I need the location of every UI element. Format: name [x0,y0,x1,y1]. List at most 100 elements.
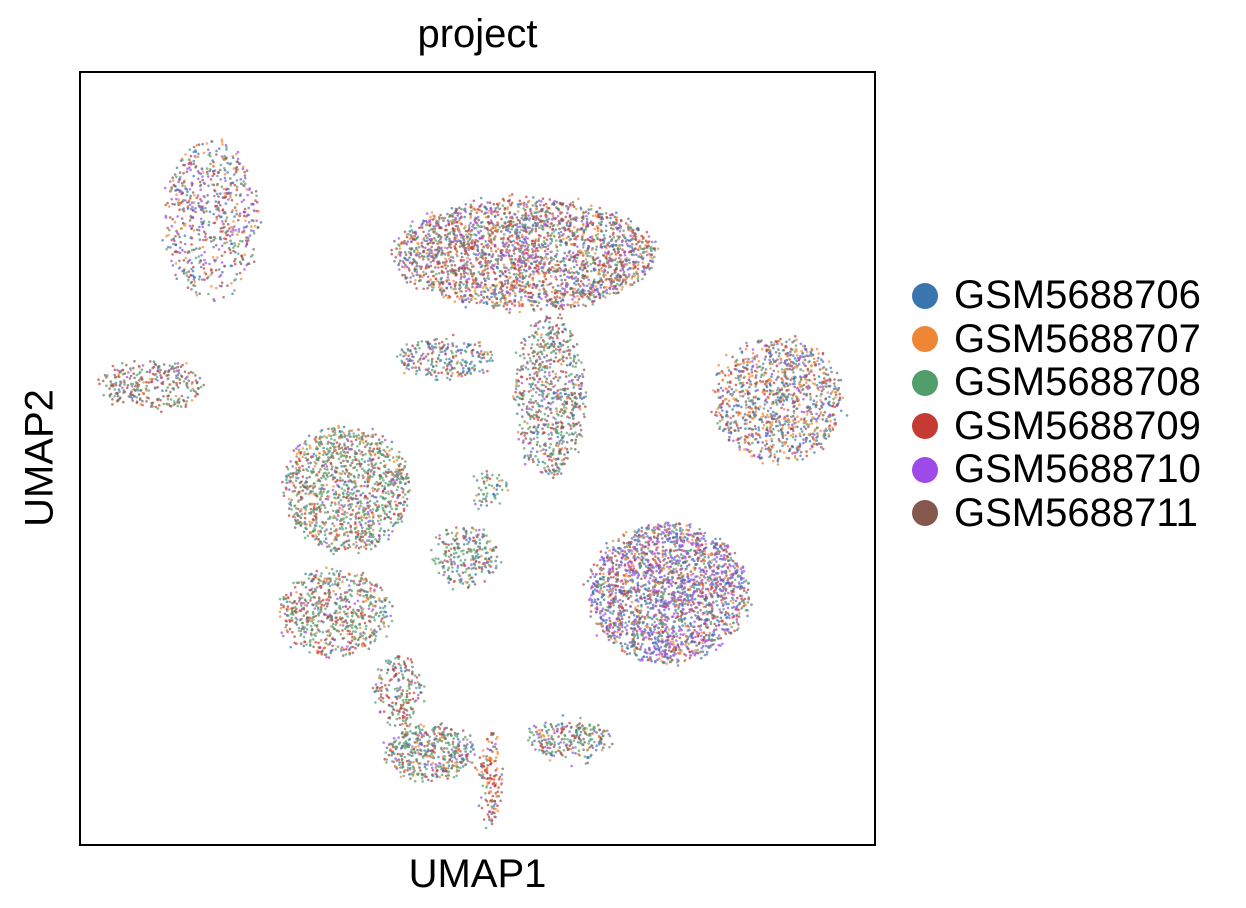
scatter-point [411,344,414,348]
scatter-point [398,268,401,271]
scatter-point [225,230,229,233]
scatter-point [467,277,471,280]
scatter-point [729,422,732,426]
scatter-point [205,142,209,145]
scatter-point [415,369,419,373]
scatter-point [518,199,522,203]
scatter-point [178,190,182,194]
scatter-point [570,275,574,278]
scatter-point [186,286,190,289]
scatter-point [518,249,521,253]
scatter-point [439,213,442,217]
scatter-point [234,193,238,197]
scatter-point [602,294,605,298]
scatter-point [545,377,548,381]
scatter-point [510,215,514,219]
scatter-point [180,157,184,160]
scatter-point [521,397,524,401]
scatter-point [565,204,568,208]
scatter-point [236,157,240,161]
scatter-point [167,369,171,372]
scatter-point [238,194,242,197]
scatter-point [408,261,412,264]
scatter-point [183,163,186,167]
scatter-point [569,304,572,307]
scatter-point [521,281,524,284]
scatter-point [592,240,596,243]
scatter-point [426,280,430,284]
scatter-point [591,235,594,238]
scatter-point [476,249,480,252]
scatter-point [516,225,519,229]
scatter-point [547,217,551,221]
scatter-point [513,291,517,295]
scatter-point [535,270,539,273]
scatter-point [220,284,223,288]
scatter-point [232,173,236,176]
scatter-point [649,255,653,258]
scatter-point [239,239,242,243]
scatter-point [468,289,472,292]
scatter-point [214,237,217,240]
scatter-point [523,209,527,212]
scatter-point [571,403,574,407]
scatter-point [432,225,435,228]
scatter-point [628,258,631,261]
scatter-point [485,286,488,290]
scatter-point [550,290,554,294]
scatter-point [415,270,419,274]
scatter-point [452,227,455,231]
scatter-point [223,172,227,176]
scatter-point [787,423,790,426]
scatter-point [732,414,735,418]
scatter-point [604,265,607,268]
scatter-point [464,364,468,368]
scatter-point [192,201,196,204]
scatter-point [552,301,556,304]
scatter-point [538,405,542,408]
scatter-point [422,255,426,258]
scatter-point [181,184,184,187]
scatter-point [601,280,605,284]
scatter-point [458,297,461,301]
scatter-point [574,442,577,445]
scatter-point [121,361,124,365]
scatter-point [575,263,579,267]
scatter-point [399,259,402,263]
scatter-point [495,297,499,301]
scatter-point [617,279,621,283]
scatter-point [469,221,472,225]
scatter-point [563,278,567,282]
scatter-point [564,392,568,396]
scatter-point [136,385,140,388]
scatter-point [468,232,471,236]
scatter-point [544,242,547,245]
scatter-point [538,245,541,249]
scatter-point [162,395,165,398]
scatter-point [414,279,417,282]
plot-area [79,71,876,846]
scatter-point [457,219,461,222]
scatter-point [620,240,624,243]
scatter-point [537,301,541,304]
scatter-point [231,156,235,159]
scatter-point [552,396,555,400]
scatter-point [500,217,503,221]
scatter-point [745,381,749,385]
scatter-point [522,218,525,222]
scatter-point [199,265,203,269]
scatter-point [141,399,144,403]
scatter-point [641,251,645,254]
scatter-point [612,227,615,231]
scatter-point [469,203,473,207]
scatter-point [405,235,409,239]
scatter-point [469,268,472,272]
scatter-point [587,282,591,285]
scatter-point [465,281,469,284]
scatter-point [473,289,477,293]
scatter-point [716,407,720,411]
scatter-point [426,359,430,362]
scatter-point [629,250,632,254]
scatter-point [546,234,550,238]
scatter-point [491,232,495,235]
